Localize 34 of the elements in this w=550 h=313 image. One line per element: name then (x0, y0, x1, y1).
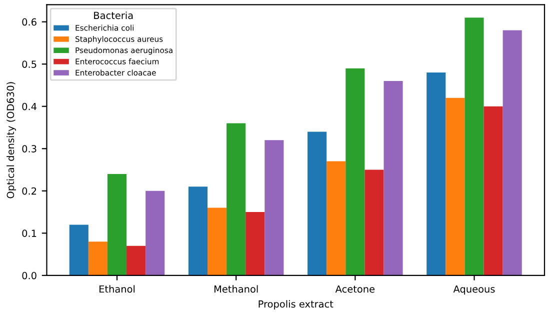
x-tick-label: Aqueous (453, 285, 495, 295)
bar (246, 212, 265, 276)
y-tick-label: 0.2 (22, 187, 36, 195)
y-tick-label: 0.0 (22, 272, 36, 280)
legend-title: Bacteria (94, 12, 133, 20)
bar (502, 30, 522, 276)
bar (326, 161, 346, 276)
bar (107, 174, 127, 276)
bar (364, 170, 384, 276)
x-axis-title: Propolis extract (258, 300, 334, 310)
x-tick-label: Ethanol (100, 285, 135, 293)
bar (264, 140, 284, 276)
bar (146, 190, 165, 276)
bar (226, 123, 246, 276)
y-tick-label: 0.1 (22, 230, 36, 237)
y-tick-label: 0.6 (22, 18, 36, 26)
y-tick-label: 0.3 (22, 145, 36, 152)
bar (464, 18, 484, 276)
bar (384, 80, 403, 276)
bar (88, 242, 108, 276)
x-tick-label: Methanol (214, 285, 258, 293)
y-tick-label: 0.4 (22, 102, 36, 110)
bar (346, 68, 365, 276)
bar (308, 132, 327, 276)
bar (426, 72, 446, 276)
bar (126, 246, 146, 276)
x-tick-label: Acetone (335, 285, 374, 293)
bar (446, 98, 465, 276)
bar (484, 106, 503, 276)
bar (188, 186, 208, 276)
y-axis-title: Optical density (OD630) (6, 82, 16, 198)
y-tick-label: 0.5 (22, 60, 36, 68)
bar (208, 208, 227, 276)
bar (69, 224, 88, 276)
